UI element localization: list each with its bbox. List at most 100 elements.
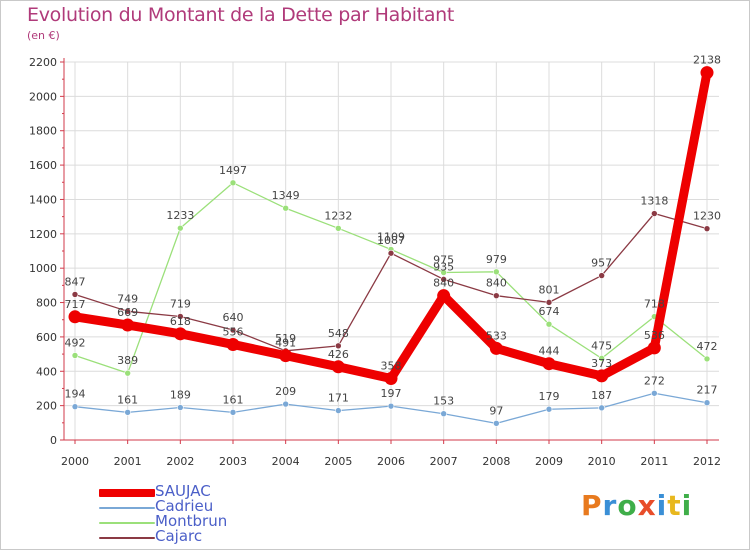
data-label-saujac: 556 [223,325,244,338]
data-label-saujac: 426 [328,348,349,361]
data-point-montbrun [493,268,500,276]
data-point-saujac [384,371,398,385]
data-label-cadrieu: 153 [433,395,454,408]
chart-legend: SAUJAC Cadrieu Montbrun Cajarc [99,482,319,545]
y-tick-label: 1200 [29,228,57,241]
legend-swatch [99,506,155,509]
data-point-montbrun [598,355,605,362]
data-label-montbrun: 1233 [166,209,194,222]
x-tick-label: 2008 [482,455,510,468]
data-point-cadrieu [71,403,79,410]
y-tick-label: 600 [36,331,57,344]
data-label-saujac: 2138 [693,54,721,67]
data-point-montbrun [71,352,79,359]
data-point-cadrieu [335,407,342,414]
logo-letter: i [681,489,693,522]
data-label-cajarc: 1087 [377,234,405,247]
data-point-montbrun [282,204,289,212]
data-point-cajarc [124,308,131,315]
data-point-cadrieu [282,400,289,408]
data-point-cajarc [598,272,605,279]
data-point-cajarc [703,225,711,232]
data-label-cadrieu: 97 [489,404,503,417]
legend-label: Cadrieu [155,497,214,515]
chart-unit: (en €) [27,29,60,42]
data-point-saujac [68,310,82,324]
y-tick-label: 200 [36,400,57,413]
logo-letter: o [617,489,638,522]
data-point-saujac [542,357,556,371]
legend-item-saujac: SAUJAC [99,482,319,500]
legend-label: SAUJAC [155,482,211,500]
data-point-saujac [121,318,135,332]
data-point-montbrun [229,179,237,187]
data-point-saujac [647,341,661,355]
legend-item-montbrun: Montbrun [99,513,319,530]
data-label-saujac: 618 [170,315,191,328]
data-label-cadrieu: 209 [275,385,296,398]
data-point-montbrun [124,369,131,377]
data-point-cadrieu [124,409,131,416]
y-tick-label: 0 [50,434,57,447]
x-tick-label: 2011 [640,455,668,468]
data-point-saujac [279,349,293,363]
data-label-cajarc: 957 [591,257,612,270]
data-point-cadrieu [387,402,395,410]
data-point-cadrieu [598,404,605,412]
data-label-cadrieu: 187 [591,389,612,402]
logo-letter: i [656,489,668,522]
data-point-saujac [173,327,187,341]
data-point-cajarc [651,210,658,217]
y-tick-label: 400 [36,365,57,378]
legend-item-cajarc: Cajarc [99,528,319,545]
y-tick-label: 1400 [29,193,57,206]
data-label-saujac: 536 [644,329,665,342]
data-label-montbrun: 718 [644,298,665,311]
legend-swatch [99,536,155,539]
data-point-cadrieu [177,404,184,411]
data-label-cajarc: 548 [328,327,349,340]
data-label-cadrieu: 161 [223,393,244,406]
data-label-saujac: 373 [591,357,612,370]
legend-swatch [99,488,155,497]
data-point-saujac [226,337,240,351]
legend-item-cadrieu: Cadrieu [99,497,319,515]
x-tick-label: 2000 [61,455,89,468]
data-label-cajarc: 749 [117,292,138,305]
data-point-cajarc [440,276,447,283]
x-tick-label: 2012 [693,455,721,468]
proxiti-logo: Proxiti [581,489,692,522]
data-point-montbrun [335,225,342,232]
logo-letter: P [581,489,603,522]
data-point-saujac [700,66,714,80]
data-label-cadrieu: 197 [381,387,402,400]
data-label-saujac: 669 [117,306,138,319]
x-tick-label: 2006 [377,455,405,468]
data-point-montbrun [703,355,711,363]
data-label-cajarc: 1318 [640,195,668,208]
data-label-cajarc: 847 [65,275,86,288]
data-label-cajarc: 935 [433,260,454,273]
data-label-montbrun: 979 [486,253,507,266]
data-point-cadrieu [493,420,500,427]
data-label-montbrun: 975 [433,253,454,266]
x-tick-label: 2002 [166,455,194,468]
y-tick-label: 2000 [29,90,57,103]
data-label-montbrun: 1109 [377,230,405,243]
data-point-cajarc [545,299,553,306]
data-label-cajarc: 1230 [693,210,721,223]
x-tick-label: 2009 [535,455,563,468]
data-label-cadrieu: 179 [539,390,560,403]
x-tick-label: 2005 [324,455,352,468]
data-label-montbrun: 1349 [272,189,300,202]
data-point-montbrun [440,269,447,276]
data-point-saujac [595,369,609,383]
data-label-cajarc: 801 [539,283,560,296]
y-tick-label: 1800 [29,125,57,138]
data-point-cadrieu [703,399,711,407]
y-tick-label: 800 [36,297,57,310]
data-label-cajarc: 640 [223,311,244,324]
data-label-cajarc: 519 [275,332,296,345]
data-point-cajarc [229,326,237,334]
